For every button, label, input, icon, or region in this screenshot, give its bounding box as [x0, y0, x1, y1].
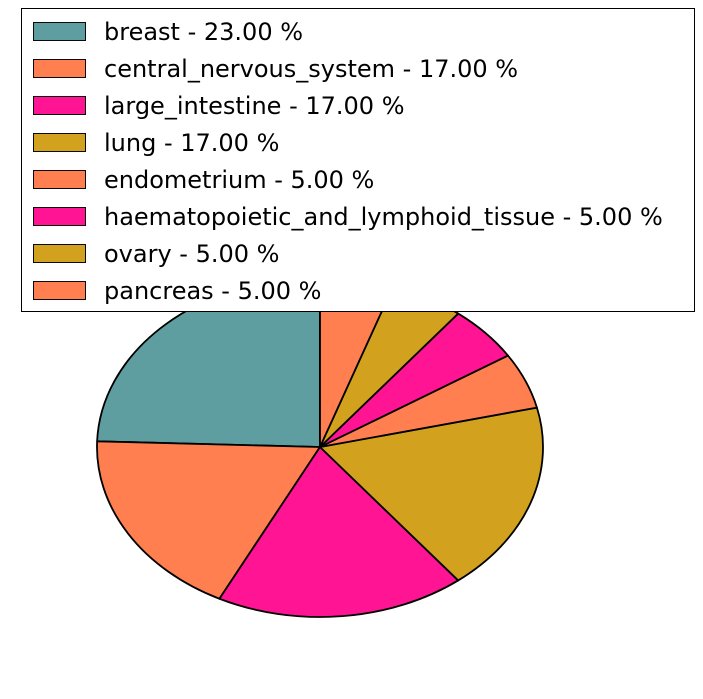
pie-slice-lung	[319, 406, 544, 582]
legend-label: lung - 17.00 %	[104, 128, 280, 157]
legend-item: lung - 17.00 %	[33, 124, 694, 161]
legend-swatch-icon	[33, 59, 86, 78]
legend-label: ovary - 5.00 %	[104, 239, 280, 268]
legend-label: breast - 23.00 %	[104, 17, 304, 46]
pie-slice-central_nervous_system	[96, 440, 321, 600]
legend-item: endometrium - 5.00 %	[33, 161, 694, 198]
legend-swatch-icon	[33, 96, 86, 115]
legend-swatch-icon	[33, 281, 86, 300]
legend-label: endometrium - 5.00 %	[104, 165, 375, 194]
legend-item: haematopoietic_and_lymphoid_tissue - 5.0…	[33, 198, 694, 235]
legend-item: breast - 23.00 %	[33, 13, 694, 50]
legend-swatch-icon	[33, 22, 86, 41]
legend-label: pancreas - 5.00 %	[104, 276, 322, 305]
legend-label: central_nervous_system - 17.00 %	[104, 54, 519, 83]
legend-item: central_nervous_system - 17.00 %	[33, 50, 694, 87]
legend-label: large_intestine - 17.00 %	[104, 91, 405, 120]
legend-swatch-icon	[33, 170, 86, 189]
legend-swatch-icon	[33, 207, 86, 226]
legend-item: ovary - 5.00 %	[33, 235, 694, 272]
legend-box: breast - 23.00 % central_nervous_system -…	[21, 8, 695, 312]
legend-swatch-icon	[33, 133, 86, 152]
legend-item: large_intestine - 17.00 %	[33, 87, 694, 124]
legend-label: haematopoietic_and_lymphoid_tissue - 5.0…	[104, 202, 663, 231]
legend-swatch-icon	[33, 244, 86, 263]
legend-item: pancreas - 5.00 %	[33, 272, 694, 309]
pie-slice-large_intestine	[218, 446, 460, 618]
